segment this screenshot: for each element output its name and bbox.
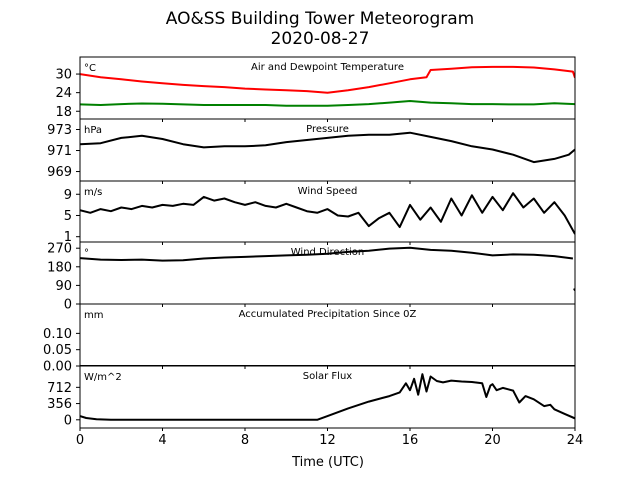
wind-direction-series-1-line xyxy=(80,246,574,262)
wind-speed-ytick-label: 1 xyxy=(64,230,72,245)
wind-direction-ytick-label: 0 xyxy=(64,298,72,313)
wind-direction-title: Wind Direction xyxy=(291,247,365,258)
pressure-series-1-line xyxy=(80,131,575,164)
x-axis-tick-label: 24 xyxy=(567,433,584,448)
wind-speed-ytick-label: 9 xyxy=(64,188,72,203)
pressure-title: Pressure xyxy=(306,124,349,135)
wind-speed-title: Wind Speed xyxy=(298,186,358,197)
x-axis-tick-label: 16 xyxy=(402,433,419,448)
temperature-ytick-label: 24 xyxy=(55,86,72,101)
temperature-series-group xyxy=(80,65,575,107)
solar-flux-series-group xyxy=(80,373,575,421)
precipitation-ytick-label: 0.10 xyxy=(43,327,72,342)
wind-speed-ytick-label: 5 xyxy=(64,209,72,224)
wind-direction-unit-label: ° xyxy=(84,248,89,259)
pressure-series-group xyxy=(80,131,575,164)
wind-speed-series-group xyxy=(80,192,575,235)
wind-speed-panel: 1 5 9 m/s Wind Speed xyxy=(64,180,576,245)
precipitation-unit-label: mm xyxy=(84,310,103,321)
temperature-unit-label: °C xyxy=(84,63,96,74)
temperature-series-2-line xyxy=(80,100,575,107)
wind-speed-unit-label: m/s xyxy=(84,187,102,198)
solar-flux-title: Solar Flux xyxy=(303,371,353,382)
wind-direction-ytick-label: 270 xyxy=(47,242,72,257)
solar-flux-series-1-line xyxy=(80,373,575,421)
temperature-series-1-line xyxy=(80,65,575,94)
solar-flux-unit-label: W/m^2 xyxy=(84,372,122,383)
wind-direction-ytick-label: 180 xyxy=(47,260,72,275)
x-axis: 0 4 8 12 16 20 24 xyxy=(76,433,583,448)
solar-flux-ytick-label: 0 xyxy=(64,413,72,428)
wind-direction-ytick-label: 90 xyxy=(55,279,72,294)
solar-flux-ytick-label: 712 xyxy=(47,381,72,396)
pressure-ytick-label: 969 xyxy=(47,165,72,180)
pressure-ytick-label: 973 xyxy=(47,123,72,138)
precipitation-panel: 0.00 0.050.10 mm Accumulated Precipitation … xyxy=(43,303,576,375)
temperature-title: Air and Dewpoint Temperature xyxy=(251,62,404,73)
precipitation-title: Accumulated Precipitation Since 0Z xyxy=(239,309,417,320)
wind-direction-panel: 0 90 180 270 ° Wind Direction xyxy=(47,241,576,313)
precipitation-ytick-label: 0.05 xyxy=(43,343,72,358)
x-axis-tick-label: 20 xyxy=(484,433,501,448)
figure-title: AO&SS Building Tower Meteorogram xyxy=(166,9,474,29)
x-axis-label: Time (UTC) xyxy=(291,455,364,470)
precipitation-ytick-label: 0.00 xyxy=(43,360,72,375)
temperature-panel: 18 24 30 °C Air and Dewpoint Temperature xyxy=(55,56,576,122)
pressure-unit-label: hPa xyxy=(84,125,102,136)
temperature-ytick-label: 18 xyxy=(55,105,72,120)
figure-date: 2020-08-27 xyxy=(271,29,370,49)
x-axis-tick-label: 0 xyxy=(76,433,84,448)
x-axis-tick-label: 12 xyxy=(319,433,336,448)
wind-speed-series-1-line xyxy=(80,192,575,235)
x-axis-tick-label: 8 xyxy=(241,433,249,448)
x-axis-tick-label: 4 xyxy=(158,433,166,448)
pressure-ytick-label: 971 xyxy=(47,144,72,159)
solar-flux-ytick-label: 356 xyxy=(47,397,72,412)
temperature-ytick-label: 30 xyxy=(55,68,72,83)
pressure-panel: 969 971 973 hPa Pressure xyxy=(47,118,576,184)
